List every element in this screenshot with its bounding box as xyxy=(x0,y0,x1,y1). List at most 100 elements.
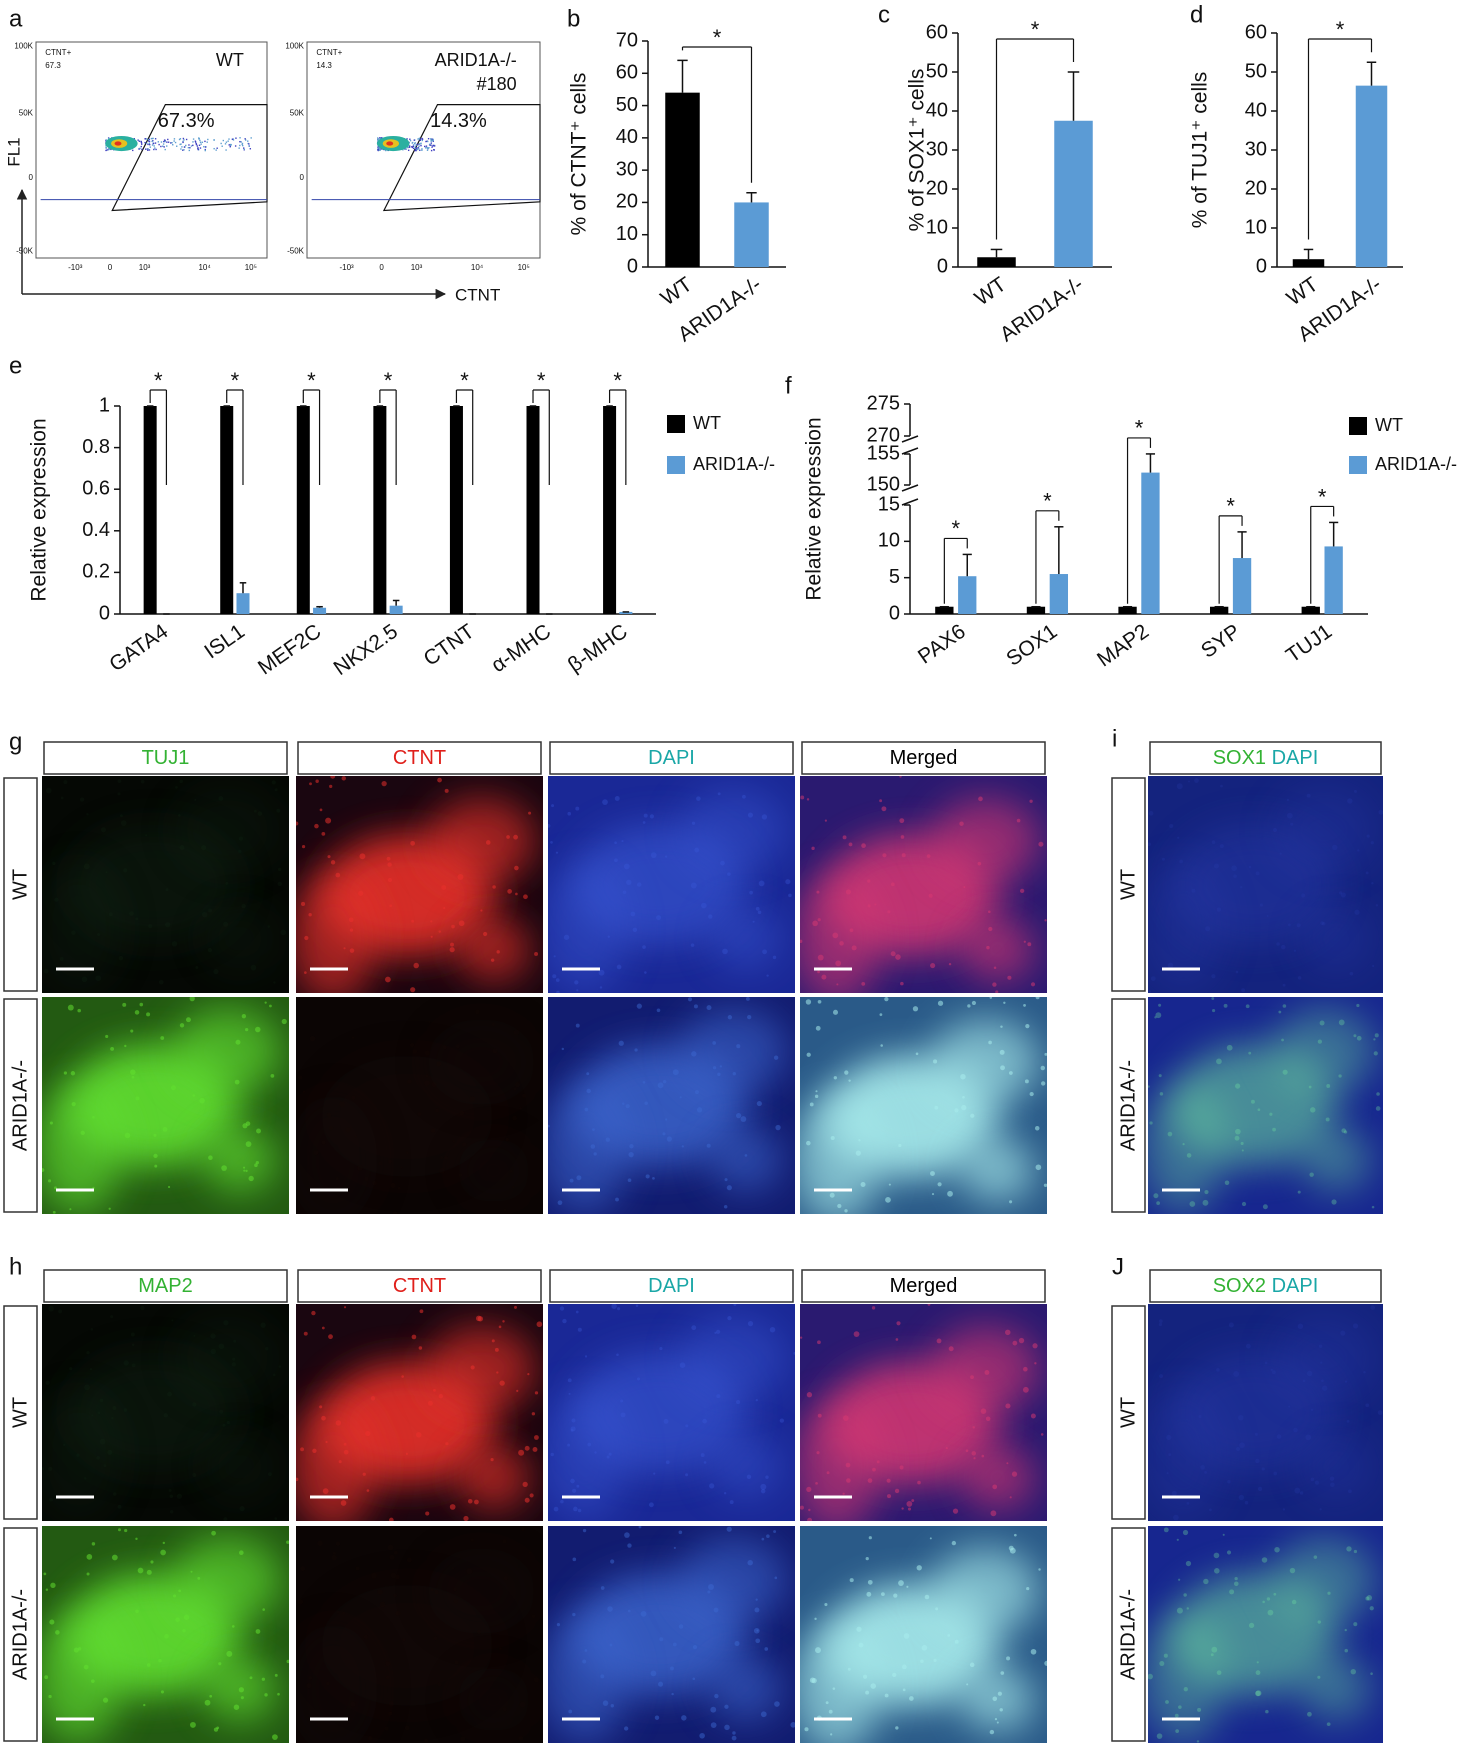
speckle xyxy=(321,1326,325,1330)
speckle xyxy=(1148,990,1151,993)
row-label-box xyxy=(3,1527,38,1742)
speckle xyxy=(572,1488,577,1493)
speckle xyxy=(642,945,646,949)
speckle xyxy=(593,1152,597,1156)
speckle xyxy=(306,1682,312,1689)
speckle xyxy=(1305,1434,1312,1441)
texture xyxy=(172,1536,282,1624)
speckle xyxy=(1043,1183,1047,1188)
speckle xyxy=(1027,942,1032,947)
speckle xyxy=(961,1104,967,1111)
speckle xyxy=(600,1674,605,1679)
channel-name: DAPI xyxy=(1266,747,1318,769)
speckle xyxy=(490,958,495,962)
speckle xyxy=(1148,1085,1150,1088)
speckle xyxy=(1234,1135,1240,1141)
micrograph-content xyxy=(800,1304,1047,1521)
event-dot xyxy=(180,148,182,150)
speckle xyxy=(694,1090,699,1095)
speckle xyxy=(332,1551,336,1555)
speckle xyxy=(872,1467,876,1472)
event-dot xyxy=(176,145,178,147)
event-dot xyxy=(377,138,380,140)
speckle xyxy=(587,1442,592,1447)
event-dot xyxy=(183,146,186,148)
speckle xyxy=(343,1442,347,1446)
speckle xyxy=(800,1336,803,1339)
speckle xyxy=(548,1124,550,1128)
event-dot xyxy=(163,146,165,148)
speckle xyxy=(1371,882,1374,885)
speckle xyxy=(300,1447,305,1452)
plot-frame xyxy=(35,41,268,259)
speckle xyxy=(879,1013,883,1017)
speckle xyxy=(130,1029,134,1033)
speckle xyxy=(226,1420,230,1425)
speckle xyxy=(649,814,655,819)
speckle xyxy=(430,920,433,923)
speckle xyxy=(724,1724,730,1731)
event-dot xyxy=(228,144,230,146)
speckle xyxy=(218,795,224,801)
speckle xyxy=(143,1703,146,1707)
speckle xyxy=(563,934,570,940)
speckle xyxy=(687,997,693,1002)
speckle xyxy=(135,917,139,921)
speckle xyxy=(1222,1533,1225,1536)
speckle xyxy=(335,872,341,878)
speckle xyxy=(195,966,199,969)
x-tick-label: WT xyxy=(1283,273,1323,311)
event-dot xyxy=(173,138,176,140)
texture xyxy=(1300,1656,1372,1722)
event-dot xyxy=(148,142,151,145)
micrograph xyxy=(548,776,795,993)
speckle xyxy=(758,880,765,887)
speckle xyxy=(79,797,85,802)
speckle xyxy=(1317,1039,1322,1044)
speckle xyxy=(1148,1673,1153,1680)
channel-header: Merged xyxy=(890,747,958,769)
event-dot xyxy=(380,137,383,139)
event-dot xyxy=(155,148,157,151)
texture xyxy=(426,1325,536,1413)
speckle xyxy=(208,908,213,913)
speckle xyxy=(1348,1489,1352,1494)
event-dot xyxy=(201,141,204,143)
speckle xyxy=(862,1674,868,1679)
speckle xyxy=(693,1004,698,1009)
speckle xyxy=(199,1097,205,1104)
event-dot xyxy=(180,143,182,145)
speckle xyxy=(895,1338,899,1341)
speckle xyxy=(1187,780,1190,783)
speckle xyxy=(879,799,883,803)
speckle xyxy=(402,1638,406,1642)
speckle xyxy=(513,834,518,840)
speckle xyxy=(209,1694,213,1698)
speckle xyxy=(386,856,391,861)
speckle xyxy=(273,1373,276,1377)
speckle xyxy=(277,867,282,872)
speckle xyxy=(800,795,805,800)
speckle xyxy=(1306,1370,1313,1377)
speckle xyxy=(444,1156,448,1160)
event-dot xyxy=(430,144,432,147)
speckle xyxy=(281,1018,287,1025)
speckle xyxy=(171,1319,174,1322)
speckle xyxy=(844,1070,849,1075)
speckle xyxy=(896,1321,901,1326)
y-tick-label: 0 xyxy=(1256,255,1267,277)
speckle xyxy=(576,989,579,992)
speckle xyxy=(1262,1600,1265,1604)
speckle xyxy=(766,974,769,977)
event-dot xyxy=(188,144,190,146)
y-tick-label: 50 xyxy=(616,94,638,116)
event-dot xyxy=(160,141,163,143)
gate-value: 67.3 xyxy=(45,61,61,70)
speckle xyxy=(524,1497,530,1503)
event-dot xyxy=(230,143,232,146)
texture xyxy=(1148,1390,1226,1521)
speckle xyxy=(1185,1560,1192,1567)
event-dot xyxy=(173,140,175,142)
event-dot xyxy=(151,144,154,146)
